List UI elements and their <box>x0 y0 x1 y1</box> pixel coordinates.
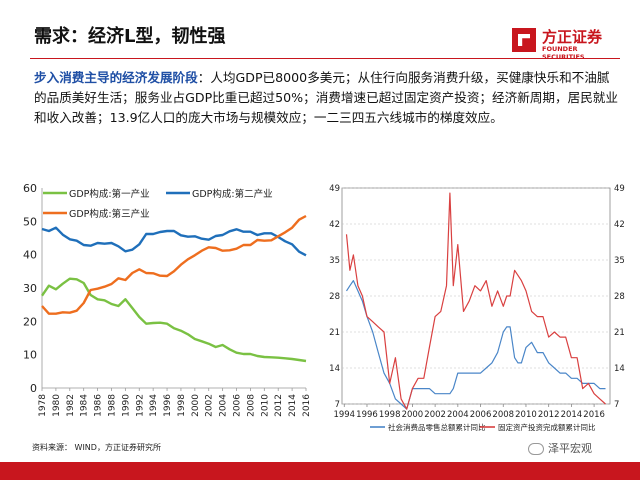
x-tick-label: 2012 <box>538 410 560 420</box>
footer-bar <box>0 462 640 480</box>
series-line-1 <box>41 277 307 363</box>
x-tick-label: 2000 <box>402 410 424 420</box>
y-tick-label: 50 <box>23 215 37 228</box>
x-tick-label: 1982 <box>66 394 76 417</box>
legend-label: GDP构成:第三产业 <box>69 208 150 220</box>
legend-label: 社会消费品零售总额累计同比 <box>388 422 486 432</box>
logo-subtitle: FOUNDER SECURITIES <box>542 45 585 61</box>
x-tick-label: 2004 <box>219 394 229 417</box>
x-tick-label: 1990 <box>121 394 131 417</box>
x-tick-label: 2006 <box>470 410 492 420</box>
y-tick-label-right: 35 <box>614 256 625 266</box>
x-tick-label: 1980 <box>52 394 62 417</box>
y-tick-label-right: 21 <box>614 328 625 338</box>
watermark-text: 泽平宏观 <box>548 442 592 455</box>
y-tick-label-right: 49 <box>614 184 625 194</box>
x-tick-label: 1978 <box>38 394 48 417</box>
x-tick-label: 1984 <box>80 394 90 417</box>
x-tick-label: 1992 <box>135 394 145 417</box>
source-note: 资料来源： WIND，方正证券研究所 <box>32 443 161 452</box>
series-line-3 <box>41 214 307 315</box>
x-tick-label: 2016 <box>583 410 605 420</box>
logo-mark-icon <box>512 28 536 52</box>
summary-text: ：人均GDP已8000多美元；从住行向服务消费升级，买健康快乐和不油腻的品质美好… <box>34 70 618 125</box>
x-tick-label: 2010 <box>260 394 270 417</box>
founder-logo: 方正证券 FOUNDER SECURITIES <box>512 28 622 61</box>
y-tick-label-right: 42 <box>614 220 625 230</box>
page-title: 需求：经济L型，韧性强 <box>34 26 226 47</box>
x-tick-label: 1996 <box>163 394 173 417</box>
y-tick-label-left: 7 <box>335 400 340 410</box>
logo-name: 方正证券 <box>542 28 603 46</box>
y-tick-label-right: 7 <box>614 400 619 410</box>
x-tick-label: 1986 <box>94 394 104 417</box>
y-tick-label: 60 <box>23 182 37 195</box>
x-tick-label: 1996 <box>356 410 378 420</box>
y-tick-label: 20 <box>23 315 37 328</box>
x-tick-label: 2016 <box>302 394 312 417</box>
summary-highlight: 步入消费主导的经济发展阶段 <box>34 70 198 85</box>
y-tick-label-left: 35 <box>329 256 340 266</box>
x-tick-label: 2012 <box>274 394 284 417</box>
x-tick-label: 2006 <box>233 394 243 417</box>
y-tick-label: 40 <box>23 249 37 262</box>
x-tick-label: 2002 <box>424 410 446 420</box>
y-tick-label-left: 28 <box>329 292 340 302</box>
summary-paragraph: 步入消费主导的经济发展阶段：人均GDP已8000多美元；从住行向服务消费升级，买… <box>34 68 620 128</box>
gdp-composition-chart: 0 10 20 30 40 50 60 1978 1980 1982 1984 1986 1988 199… <box>23 182 312 417</box>
x-tick-label: 2008 <box>492 410 514 420</box>
legend-label: GDP构成:第二产业 <box>192 188 273 200</box>
series-line-2 <box>345 192 606 410</box>
x-tick-label: 2000 <box>191 394 201 417</box>
y-tick-label-left: 42 <box>329 220 340 230</box>
legend-label: 固定资产投资完成额累计同比 <box>498 422 596 432</box>
x-tick-label: 1994 <box>149 394 159 417</box>
series-line-2 <box>41 226 307 257</box>
y-tick-label-right: 28 <box>614 292 625 302</box>
x-tick-label: 1994 <box>333 410 355 420</box>
x-tick-label: 2008 <box>246 394 256 417</box>
y-tick-label-right: 14 <box>614 364 625 374</box>
y-tick-label-left: 21 <box>329 328 340 338</box>
y-tick-label: 10 <box>23 349 37 362</box>
legend-label: GDP构成:第一产业 <box>69 188 150 200</box>
y-tick-label-left: 49 <box>329 184 340 194</box>
series-line-1 <box>345 279 606 410</box>
wechat-icon <box>528 443 544 455</box>
header-divider <box>30 58 620 59</box>
x-tick-label: 2010 <box>515 410 537 420</box>
x-tick-label: 1998 <box>177 394 187 417</box>
x-tick-label: 1988 <box>107 394 117 417</box>
y-tick-label-left: 14 <box>329 364 340 374</box>
x-tick-label: 2014 <box>288 394 298 417</box>
x-tick-label: 2014 <box>561 410 583 420</box>
y-tick-label: 30 <box>23 282 37 295</box>
x-tick-label: 2002 <box>205 394 215 417</box>
x-tick-label: 2004 <box>447 410 469 420</box>
watermark: 泽平宏观 <box>528 440 592 456</box>
x-tick-label: 1998 <box>379 410 401 420</box>
y-tick-label: 0 <box>30 382 37 395</box>
